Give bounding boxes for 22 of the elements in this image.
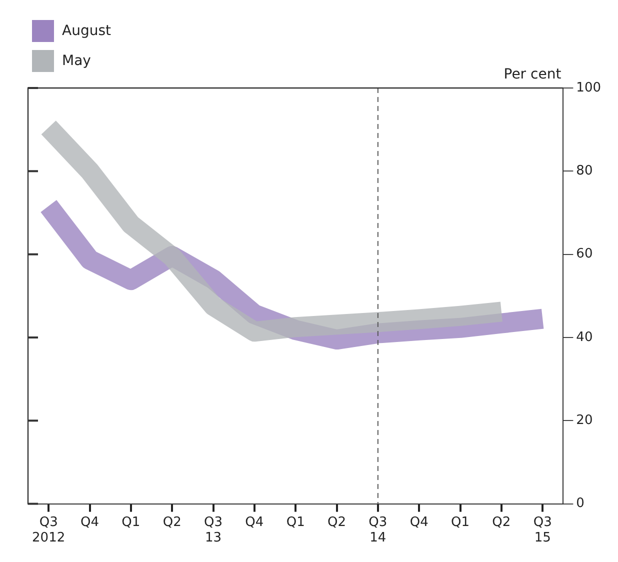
y-axis-title: Per cent (504, 66, 562, 83)
y-tick-label: 40 (576, 330, 593, 345)
x-tick-label: Q4 (245, 514, 264, 530)
x-tick-label: Q3 2012 (32, 514, 66, 546)
x-tick-label: Q3 13 (204, 514, 223, 546)
x-tick-label: Q3 15 (533, 514, 552, 546)
legend-label: May (62, 53, 91, 69)
x-tick-label: Q1 (286, 514, 305, 530)
legend-label: August (62, 23, 111, 39)
y-tick-label: 20 (576, 413, 593, 428)
x-tick-label: Q3 14 (368, 514, 388, 546)
y-tick-label: 100 (576, 80, 602, 96)
x-tick-label: Q1 (122, 514, 140, 530)
x-tick-label: Q2 (162, 514, 182, 530)
x-tick-label: Q4 (80, 514, 100, 530)
x-tick-label: Q4 (410, 514, 428, 530)
x-tick-label: Q2 (328, 514, 346, 530)
y-tick-label: 60 (576, 246, 593, 262)
x-tick-label: Q1 (451, 514, 470, 530)
y-tick-label: 0 (576, 496, 584, 512)
x-tick-label: Q2 (492, 514, 511, 530)
y-tick-label: 80 (576, 164, 593, 179)
